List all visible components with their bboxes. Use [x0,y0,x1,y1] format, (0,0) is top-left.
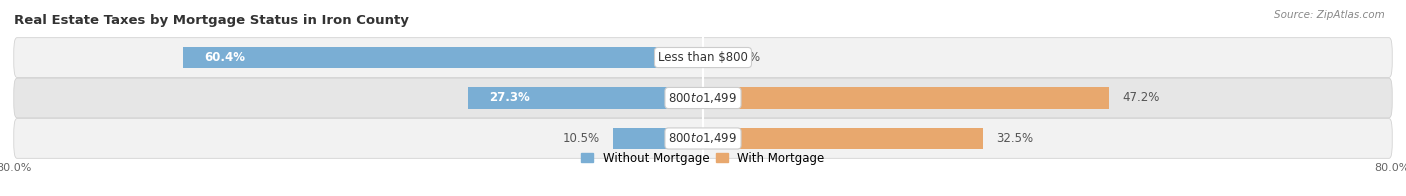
Text: Real Estate Taxes by Mortgage Status in Iron County: Real Estate Taxes by Mortgage Status in … [14,14,409,27]
Bar [703,87,1109,109]
Text: 10.5%: 10.5% [562,132,599,145]
Text: 60.4%: 60.4% [204,51,246,64]
FancyBboxPatch shape [14,119,1392,158]
Text: $800 to $1,499: $800 to $1,499 [668,132,738,145]
FancyBboxPatch shape [14,38,1392,77]
Bar [183,47,703,68]
Text: 0.86%: 0.86% [723,51,761,64]
Text: $800 to $1,499: $800 to $1,499 [668,91,738,105]
Bar [613,128,703,149]
Text: 47.2%: 47.2% [1122,92,1160,104]
Text: 27.3%: 27.3% [489,92,530,104]
Bar [703,128,983,149]
Bar [468,87,703,109]
Legend: Without Mortgage, With Mortgage: Without Mortgage, With Mortgage [581,152,825,165]
Text: Less than $800: Less than $800 [658,51,748,64]
FancyBboxPatch shape [14,78,1392,118]
Bar [703,47,710,68]
Text: Source: ZipAtlas.com: Source: ZipAtlas.com [1274,10,1385,20]
Text: 32.5%: 32.5% [995,132,1033,145]
